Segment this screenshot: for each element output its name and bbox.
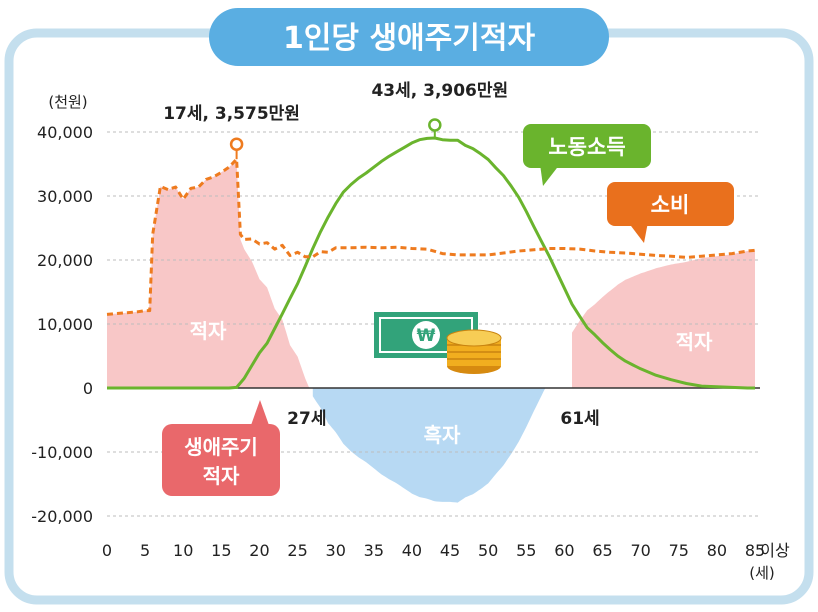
crossing-age-old-label: 61세 xyxy=(560,409,599,429)
x-axis-last-suffix: 이상 xyxy=(760,541,790,560)
x-tick-label: 80 xyxy=(707,541,727,560)
region-label-deficit-young: 적자 xyxy=(190,319,227,343)
y-tick-label: 0 xyxy=(83,379,93,398)
x-axis-tick-labels: 0 5 10 15 20 25 30 35 40 45 50 55 60 65 70 75 80 85 xyxy=(102,541,765,560)
x-tick-label: 35 xyxy=(364,541,384,560)
peak-consumption-label: 17세, 3,575만원 xyxy=(163,104,300,124)
series-line-labor-income xyxy=(107,136,755,390)
y-axis-tick-labels: -20,000 -10,000 0 10,000 20,000 30,000 40,000 xyxy=(31,123,93,526)
x-tick-label: 75 xyxy=(669,541,689,560)
deficit-area-young xyxy=(107,159,313,388)
x-tick-label: 40 xyxy=(402,541,422,560)
surplus-area xyxy=(312,388,572,503)
won-icon: ₩ xyxy=(417,326,436,346)
x-tick-label: 30 xyxy=(326,541,346,560)
x-tick-label: 5 xyxy=(140,541,150,560)
peak-consumption-marker xyxy=(229,137,244,160)
crossing-age-young-label: 27세 xyxy=(287,409,326,429)
legend-consumption-label: 소비 xyxy=(651,193,690,217)
y-tick-label: 10,000 xyxy=(37,315,93,334)
money-illustration: ₩ xyxy=(374,312,502,374)
series-line-consumption xyxy=(106,157,756,316)
x-tick-label: 45 xyxy=(440,541,460,560)
x-tick-label: 85 xyxy=(745,541,765,560)
x-tick-label: 70 xyxy=(630,541,650,560)
y-tick-label: -20,000 xyxy=(31,507,93,526)
legend-labor-income-label: 노동소득 xyxy=(548,135,625,159)
y-axis-unit: (천원) xyxy=(48,93,87,111)
y-tick-label: 20,000 xyxy=(37,251,93,270)
coin-stack-icon xyxy=(446,329,502,374)
lifecycle-deficit-label-line1: 생애주기 xyxy=(184,435,258,459)
title-pill xyxy=(209,8,609,66)
x-tick-label: 10 xyxy=(173,541,193,560)
chart-title: 1인당 생애주기적자 xyxy=(283,21,536,56)
region-label-deficit-old: 적자 xyxy=(676,330,713,354)
peak-income-label: 43세, 3,906만원 xyxy=(371,81,508,101)
y-tick-label: -10,000 xyxy=(31,443,93,462)
legend-consumption: 소비 xyxy=(607,182,734,243)
x-tick-label: 60 xyxy=(554,541,574,560)
x-tick-label: 25 xyxy=(287,541,307,560)
x-tick-label: 0 xyxy=(102,541,112,560)
x-tick-label: 55 xyxy=(516,541,536,560)
lifecycle-deficit-label-line2: 적자 xyxy=(203,464,240,488)
y-tick-label: 30,000 xyxy=(37,187,93,206)
legend-labor-income: 노동소득 xyxy=(523,124,651,186)
x-tick-label: 20 xyxy=(249,541,269,560)
lifecycle-deficit-callout: 생애주기 적자 xyxy=(162,400,280,496)
deficit-area-old xyxy=(572,250,755,388)
x-tick-label: 65 xyxy=(592,541,612,560)
x-tick-label: 15 xyxy=(211,541,231,560)
x-tick-label: 50 xyxy=(478,541,498,560)
x-axis-unit: (세) xyxy=(749,564,775,582)
y-tick-label: 40,000 xyxy=(37,123,93,142)
region-label-surplus: 흑자 xyxy=(424,423,461,447)
peak-income-marker xyxy=(428,118,442,139)
